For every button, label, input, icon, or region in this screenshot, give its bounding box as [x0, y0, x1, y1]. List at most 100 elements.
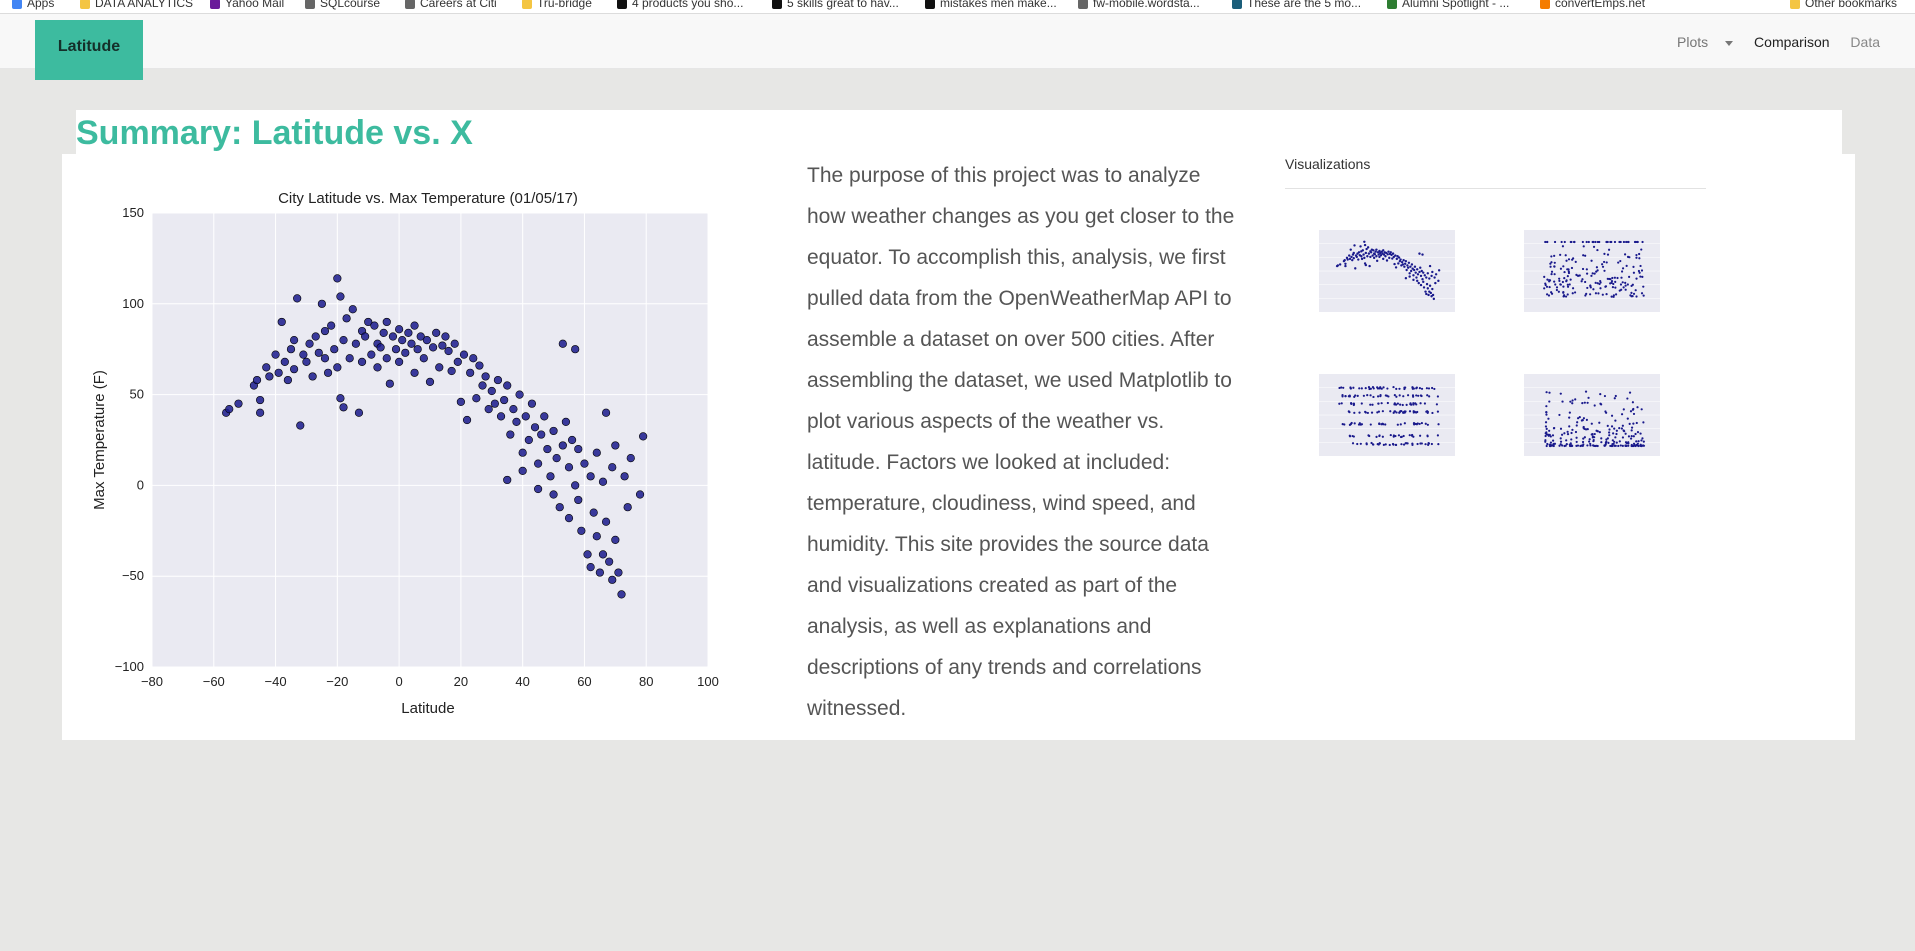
thumb-point	[1635, 440, 1638, 443]
thumb-point	[1425, 282, 1429, 286]
thumb-point	[1596, 240, 1600, 244]
thumb-point	[1567, 270, 1570, 273]
thumb-point	[1624, 288, 1627, 291]
thumb-point	[1393, 394, 1396, 397]
thumb-point	[1589, 293, 1592, 296]
thumb-point	[1545, 285, 1549, 288]
thumb-point	[1555, 286, 1559, 289]
bookmark-alumni[interactable]: Alumni Spotlight - ...	[1387, 0, 1509, 10]
bookmark-mistakes[interactable]: mistakes men make...	[925, 0, 1057, 10]
thumb-point	[1576, 417, 1580, 420]
x-tick-label: 60	[577, 674, 591, 689]
bookmarks-bar: Apps DATA ANALYTICS Yahoo Mail SQLcourse…	[0, 0, 1915, 14]
thumb-point	[1359, 245, 1362, 248]
bookmark-5-skills[interactable]: 5 skills great to hav...	[772, 0, 899, 10]
thumb-point	[1358, 387, 1361, 390]
thumb-point	[1430, 274, 1433, 278]
thumb-point	[1612, 294, 1615, 297]
thumb-point	[1552, 442, 1555, 445]
data-point	[302, 357, 311, 367]
bookmark-sqlcourse[interactable]: SQLcourse	[305, 0, 380, 10]
thumb-point	[1408, 275, 1411, 278]
thumb-point	[1581, 440, 1585, 444]
thumb-point	[1436, 410, 1440, 413]
bookmark-other[interactable]: Other bookmarks	[1790, 0, 1897, 10]
thumb-point	[1636, 444, 1639, 447]
thumb-point	[1630, 284, 1633, 287]
thumb-point	[1543, 275, 1546, 279]
thumb-point	[1590, 422, 1593, 425]
thumb-point	[1570, 438, 1573, 441]
thumb-point	[1375, 259, 1379, 263]
thumb-point	[1640, 269, 1644, 272]
thumbnail-temperature[interactable]	[1307, 222, 1461, 330]
bookmark-convertemps[interactable]: convertEmps.net	[1540, 0, 1645, 10]
chart-ylabel: Max Temperature (F)	[91, 370, 108, 510]
bookmark-fw-mobile[interactable]: fw-mobile.wordsta...	[1078, 0, 1200, 10]
thumbnail-humidity[interactable]	[1512, 222, 1666, 330]
thumb-point	[1621, 281, 1624, 284]
thumb-point	[1547, 434, 1550, 437]
thumb-point	[1338, 263, 1342, 266]
visualizations-divider	[1285, 188, 1706, 189]
data-point	[252, 375, 262, 385]
thumb-point	[1428, 277, 1431, 280]
thumb-point	[1639, 264, 1642, 268]
thumb-point	[1559, 267, 1563, 270]
thumb-point	[1425, 292, 1428, 296]
thumb-point	[1593, 432, 1596, 436]
brand-link[interactable]: Latitude	[35, 20, 143, 80]
bookmark-apps[interactable]: Apps	[12, 0, 54, 10]
thumb-point	[1437, 279, 1440, 283]
thumb-point	[1610, 240, 1613, 244]
data-point	[351, 339, 360, 348]
data-point	[469, 354, 478, 363]
data-point	[401, 348, 410, 357]
thumb-point	[1366, 246, 1370, 249]
thumb-point	[1565, 443, 1568, 446]
thumb-point	[1363, 243, 1367, 247]
thumb-point	[1583, 436, 1586, 439]
thumb-point	[1419, 266, 1422, 269]
thumb-point	[1426, 272, 1429, 275]
bookmark-careers[interactable]: Careers at Citi	[405, 0, 497, 10]
thumb-point	[1596, 269, 1599, 272]
data-point	[441, 332, 450, 341]
thumbnail-cloudiness[interactable]	[1307, 366, 1461, 474]
thumb-point	[1612, 432, 1615, 435]
thumb-point	[1420, 387, 1424, 390]
data-point	[540, 412, 549, 421]
thumb-point	[1600, 403, 1603, 406]
data-point	[571, 345, 580, 354]
thumb-point	[1414, 402, 1417, 405]
data-point	[410, 368, 419, 377]
thumb-point	[1613, 276, 1616, 279]
thumb-point	[1341, 423, 1344, 426]
bookmark-tru-bridge[interactable]: Tru-bridge	[522, 0, 592, 10]
thumb-point	[1412, 395, 1415, 398]
bookmark-these-are[interactable]: These are the 5 mo...	[1232, 0, 1361, 10]
thumbnail-wind-speed[interactable]	[1512, 366, 1666, 474]
thumb-point	[1357, 258, 1360, 261]
thumb-point	[1562, 291, 1565, 294]
thumb-point	[1615, 432, 1618, 436]
thumb-point	[1368, 264, 1371, 268]
thumb-point	[1589, 284, 1592, 288]
thumb-point	[1580, 419, 1583, 422]
bookmark-4-products[interactable]: 4 products you sho...	[617, 0, 743, 10]
thumb-point	[1571, 399, 1574, 402]
data-point	[626, 454, 635, 463]
thumb-point	[1640, 408, 1643, 411]
data-link[interactable]: Data	[1850, 34, 1880, 50]
comparison-link[interactable]: Comparison	[1754, 34, 1830, 50]
data-point	[296, 421, 305, 430]
data-point	[475, 361, 484, 370]
data-point	[515, 390, 524, 399]
bookmark-yahoo-mail[interactable]: Yahoo Mail	[210, 0, 284, 10]
plots-dropdown[interactable]: Plots	[1660, 34, 1734, 50]
thumb-point	[1396, 402, 1399, 405]
thumb-point	[1575, 444, 1578, 447]
thumb-point	[1563, 444, 1566, 448]
thumb-point	[1389, 433, 1392, 437]
bookmark-data-analytics[interactable]: DATA ANALYTICS	[80, 0, 193, 10]
